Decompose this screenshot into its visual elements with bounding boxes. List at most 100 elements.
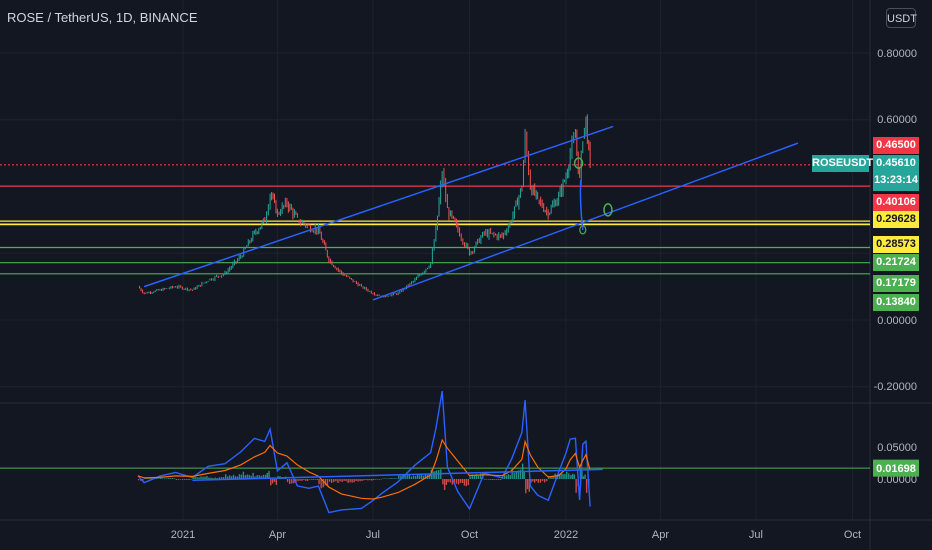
- histogram-bar: [424, 474, 427, 479]
- histogram-bar: [365, 479, 367, 480]
- histogram-bar: [467, 479, 469, 486]
- histogram-bar: [500, 479, 502, 480]
- histogram-bar: [181, 479, 184, 480]
- countdown-timer: 13:23:14: [873, 174, 919, 186]
- channel-line: [372, 142, 799, 301]
- histogram-bar: [159, 478, 162, 479]
- histogram-bar: [252, 472, 254, 479]
- price-candles: [138, 114, 591, 298]
- circle-annotation: [573, 157, 584, 169]
- histogram-bar: [396, 478, 398, 480]
- histogram-bar: [571, 473, 574, 479]
- horizontal-levels: [0, 164, 870, 275]
- histogram-bar: [314, 479, 316, 480]
- histogram-bar: [486, 479, 488, 480]
- histogram-bar: [333, 479, 335, 483]
- histogram-bar: [532, 479, 534, 482]
- histogram-bar: [388, 478, 390, 480]
- histogram-bar: [291, 479, 293, 484]
- histogram-bar: [324, 479, 327, 486]
- histogram-bar: [560, 473, 562, 479]
- price-tick-label: -0.20000: [874, 381, 917, 393]
- histogram-bar: [266, 472, 268, 479]
- histogram-bar: [295, 479, 297, 483]
- histogram-bar: [570, 474, 572, 479]
- histogram-bar: [428, 474, 431, 479]
- level-price-label: 0.46500: [873, 137, 919, 154]
- histogram-bar: [222, 476, 225, 479]
- histogram-bar: [318, 479, 320, 485]
- histogram-bar: [582, 476, 585, 479]
- histogram-bar: [477, 475, 480, 479]
- histogram-bar: [165, 478, 168, 480]
- histogram-bar: [380, 479, 382, 480]
- histogram-bar: [242, 471, 245, 479]
- circle-annotation: [603, 203, 613, 217]
- histogram-bar: [451, 479, 454, 485]
- histogram-bar: [177, 479, 180, 480]
- histogram-bar: [273, 479, 276, 482]
- histogram-bar: [146, 477, 148, 479]
- histogram-bar: [169, 478, 172, 479]
- signal-line: [137, 438, 591, 500]
- histogram-bar: [155, 477, 158, 479]
- currency-button[interactable]: USDT: [886, 8, 917, 28]
- histogram-bar: [305, 479, 307, 481]
- histogram-bar: [293, 479, 295, 484]
- histogram-bar: [161, 478, 164, 480]
- histogram-bar: [301, 479, 303, 481]
- histogram-bar: [525, 479, 527, 494]
- histogram-bar: [271, 479, 274, 484]
- level-price-label: 0.29628: [873, 211, 919, 228]
- indicator-level-label: 0.01698: [876, 463, 916, 475]
- histogram-bar: [465, 479, 468, 487]
- histogram-bar: [566, 471, 568, 479]
- histogram-bar: [530, 479, 532, 483]
- histogram-bar: [543, 479, 546, 483]
- histogram-bar: [535, 479, 538, 481]
- histogram-bar: [550, 476, 552, 479]
- histogram-bar: [398, 474, 400, 479]
- histogram-bar: [208, 477, 210, 479]
- histogram-bar: [498, 479, 500, 480]
- histogram-bar: [262, 474, 265, 479]
- level-price-label: 0.40106: [873, 194, 919, 211]
- histogram-bar: [505, 475, 508, 479]
- level-price-label: 0.28573: [873, 236, 919, 253]
- histogram-bar: [234, 476, 237, 479]
- histogram-bar: [435, 470, 438, 479]
- histogram-bar: [194, 476, 196, 479]
- histogram-bar: [270, 479, 272, 486]
- histogram-bar: [507, 474, 510, 479]
- histogram-bar: [418, 475, 421, 479]
- histogram-bar: [455, 479, 458, 484]
- histogram-bar: [351, 479, 353, 483]
- histogram-bar: [299, 479, 301, 481]
- histogram-bar: [210, 477, 212, 479]
- histogram-bar: [394, 478, 396, 479]
- histogram-bar: [188, 479, 190, 481]
- histogram-bar: [224, 474, 227, 479]
- histogram-bar: [463, 479, 466, 486]
- histogram-bar: [202, 476, 204, 479]
- channel-lines: [143, 125, 799, 301]
- histogram-bar: [322, 479, 324, 488]
- histogram-bar: [488, 479, 490, 480]
- histogram-bar: [144, 478, 146, 479]
- histogram-bar: [214, 477, 216, 479]
- histogram-bar: [218, 477, 221, 479]
- histogram-bar: [447, 479, 449, 483]
- histogram-bar: [275, 479, 278, 485]
- histogram-bar: [240, 474, 243, 479]
- histogram-bar: [511, 468, 513, 479]
- histogram-bar: [420, 473, 423, 479]
- histogram-bar: [244, 475, 247, 479]
- histogram-bar: [422, 475, 425, 479]
- histogram-bar: [238, 474, 241, 479]
- indicator-tick-label: 0.00000: [877, 474, 917, 486]
- histogram-bar: [492, 479, 494, 481]
- axes: 0.80000 0.60000 0.00000 -0.20000 0.05000 0.00…: [171, 48, 919, 541]
- histogram-bar: [258, 475, 260, 479]
- histogram-bar: [517, 470, 520, 479]
